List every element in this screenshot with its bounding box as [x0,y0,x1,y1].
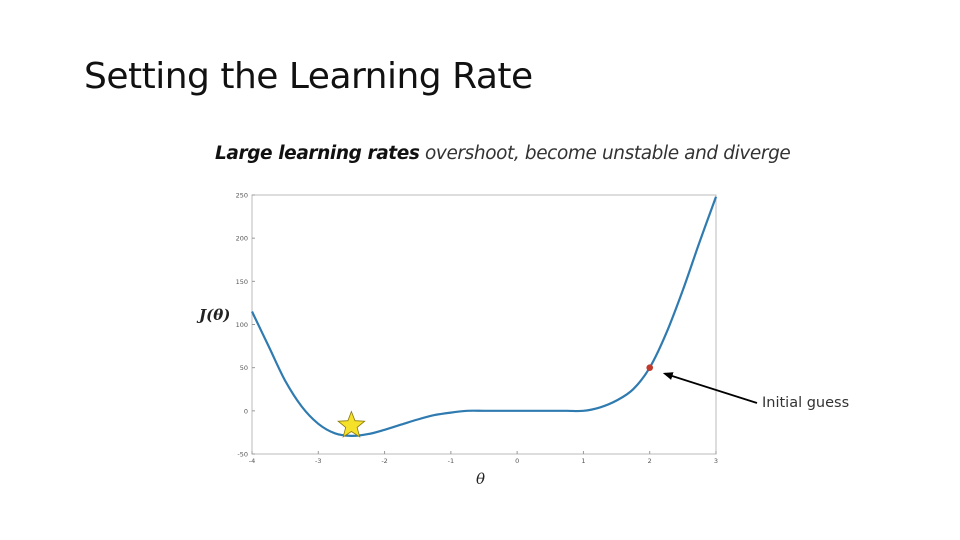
slide-title: Setting the Learning Rate [84,56,533,97]
initial-guess-point [646,364,654,371]
x-tick-label: 1 [581,457,585,465]
y-tick-label: 150 [236,278,248,286]
axis-ticks: -4 -3 -2 -1 0 1 2 3 -50 0 50 100 150 200 250 [236,192,718,466]
x-tick-label: 2 [648,457,652,465]
plot-frame [251,194,717,455]
y-tick-label: 50 [240,364,248,372]
x-tick-label: -4 [249,457,255,465]
x-tick-label: -2 [381,457,387,465]
subtitle-emphasis: Large learning rates [215,143,420,164]
y-tick-label: 0 [244,407,248,415]
y-tick-label: 200 [236,235,248,243]
x-tick-label: -3 [315,457,321,465]
x-tick-label: 0 [515,457,519,465]
star-icon [337,410,366,438]
x-tick-label: 3 [714,457,718,465]
loss-curve [251,196,718,438]
y-tick-label: 250 [236,192,248,200]
y-tick-label: 100 [236,321,248,329]
x-tick-label: -1 [448,457,454,465]
x-axis-label: θ [476,470,486,488]
y-axis-label: J(θ) [199,306,231,324]
y-tick-label: -50 [237,451,248,459]
subtitle-rest: overshoot, become unstable and diverge [419,143,791,164]
arrow-icon [662,372,758,404]
chart-subtitle: Large learning rates overshoot, become u… [215,143,791,164]
annotation-initial-guess: Initial guess [762,395,850,411]
